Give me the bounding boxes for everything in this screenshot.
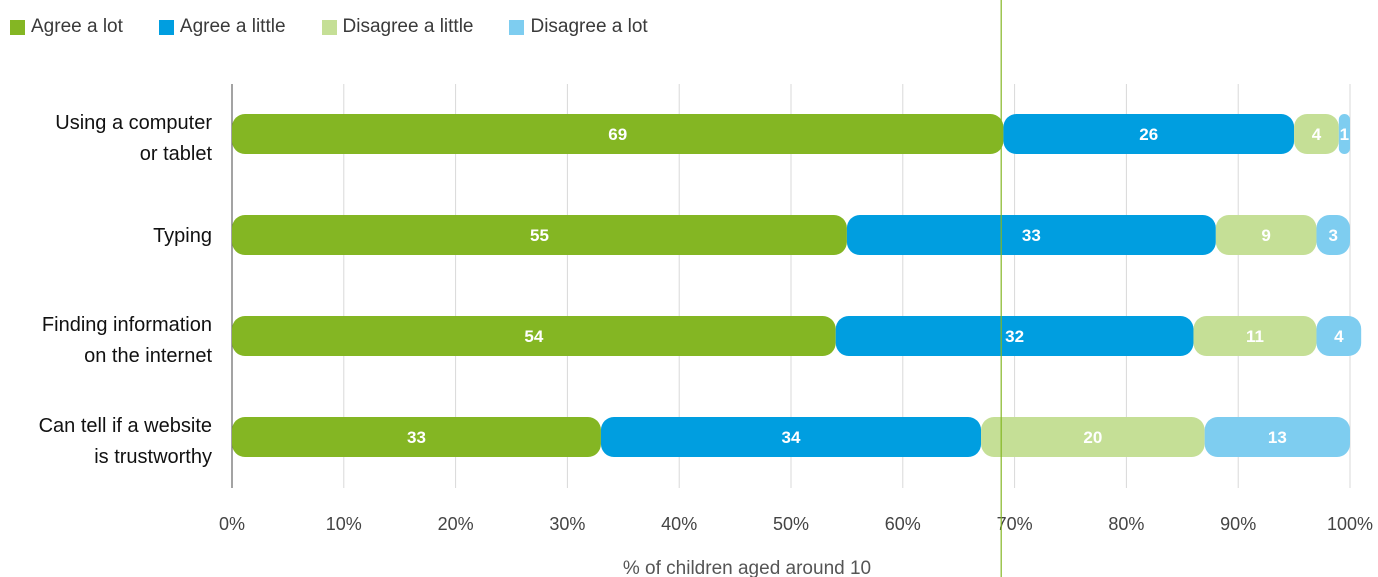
data-label: 32 xyxy=(1005,327,1024,346)
category-label: Using a computer xyxy=(55,112,212,134)
category-label: on the internet xyxy=(84,345,212,367)
x-tick-label: 10% xyxy=(326,514,362,534)
category-label: is trustworthy xyxy=(94,446,212,468)
bar-agree-a-lot xyxy=(232,114,1004,154)
x-tick-label: 0% xyxy=(219,514,245,534)
data-label: 1 xyxy=(1340,125,1349,144)
x-axis-title: % of children aged around 10 xyxy=(623,558,871,577)
bar-agree-a-lot xyxy=(232,316,836,356)
legend-swatch xyxy=(321,19,337,35)
bar-agree-a-little xyxy=(846,215,1216,255)
bar-agree-a-little xyxy=(835,316,1194,356)
legend-item: Agree a little xyxy=(158,16,286,38)
x-tick-label: 30% xyxy=(549,514,585,534)
data-label: 13 xyxy=(1268,428,1287,447)
legend-item: Disagree a lot xyxy=(509,16,648,38)
legend-item: Disagree a little xyxy=(321,16,474,38)
legend-swatch xyxy=(509,19,525,35)
data-label: 54 xyxy=(524,327,543,346)
x-tick-label: 70% xyxy=(997,514,1033,534)
bar-disagree-a-lot xyxy=(1204,417,1350,457)
bar-disagree-a-little xyxy=(1215,215,1317,255)
category-label: Typing xyxy=(153,225,212,247)
data-label: 3 xyxy=(1328,226,1337,245)
x-tick-label: 90% xyxy=(1220,514,1256,534)
legend: Agree a lot Agree a little Disagree a litt… xyxy=(10,14,684,40)
data-label: 33 xyxy=(407,428,426,447)
bar-disagree-a-little xyxy=(1294,114,1339,154)
category-label: Finding information xyxy=(42,314,212,336)
data-label: 11 xyxy=(1246,327,1264,346)
legend-label: Disagree a lot xyxy=(530,16,648,37)
x-tick-label: 60% xyxy=(885,514,921,534)
data-label: 33 xyxy=(1022,226,1041,245)
data-label: 4 xyxy=(1312,125,1322,144)
data-label: 9 xyxy=(1261,226,1270,245)
legend-label: Agree a little xyxy=(179,16,286,37)
data-label: 4 xyxy=(1334,327,1344,346)
x-tick-label: 40% xyxy=(661,514,697,534)
legend-swatch xyxy=(10,19,25,35)
legend-item: Agree a lot xyxy=(10,16,123,38)
bar-disagree-a-little xyxy=(981,417,1205,457)
bar-disagree-a-lot xyxy=(1316,316,1362,356)
bar-agree-a-lot xyxy=(232,417,601,457)
data-label: 55 xyxy=(530,226,549,245)
legend-swatch xyxy=(158,19,174,35)
legend-label: Disagree a little xyxy=(342,16,474,37)
data-label: 26 xyxy=(1139,125,1158,144)
bar-disagree-a-lot xyxy=(1338,114,1350,154)
bar-disagree-a-lot xyxy=(1316,215,1350,255)
category-label: or tablet xyxy=(140,143,213,165)
bar-agree-a-little xyxy=(600,417,982,457)
legend-label: Agree a lot xyxy=(31,16,123,37)
x-tick-label: 80% xyxy=(1108,514,1144,534)
x-tick-label: 50% xyxy=(773,514,809,534)
bar-agree-a-lot xyxy=(232,215,847,255)
bar-disagree-a-little xyxy=(1193,316,1317,356)
data-label: 20 xyxy=(1083,428,1102,447)
x-tick-label: 100% xyxy=(1327,514,1373,534)
x-tick-label: 20% xyxy=(438,514,474,534)
category-label: Can tell if a website xyxy=(39,415,212,437)
bar-agree-a-little xyxy=(1003,114,1295,154)
data-label: 34 xyxy=(782,428,801,447)
data-label: 69 xyxy=(608,125,627,144)
